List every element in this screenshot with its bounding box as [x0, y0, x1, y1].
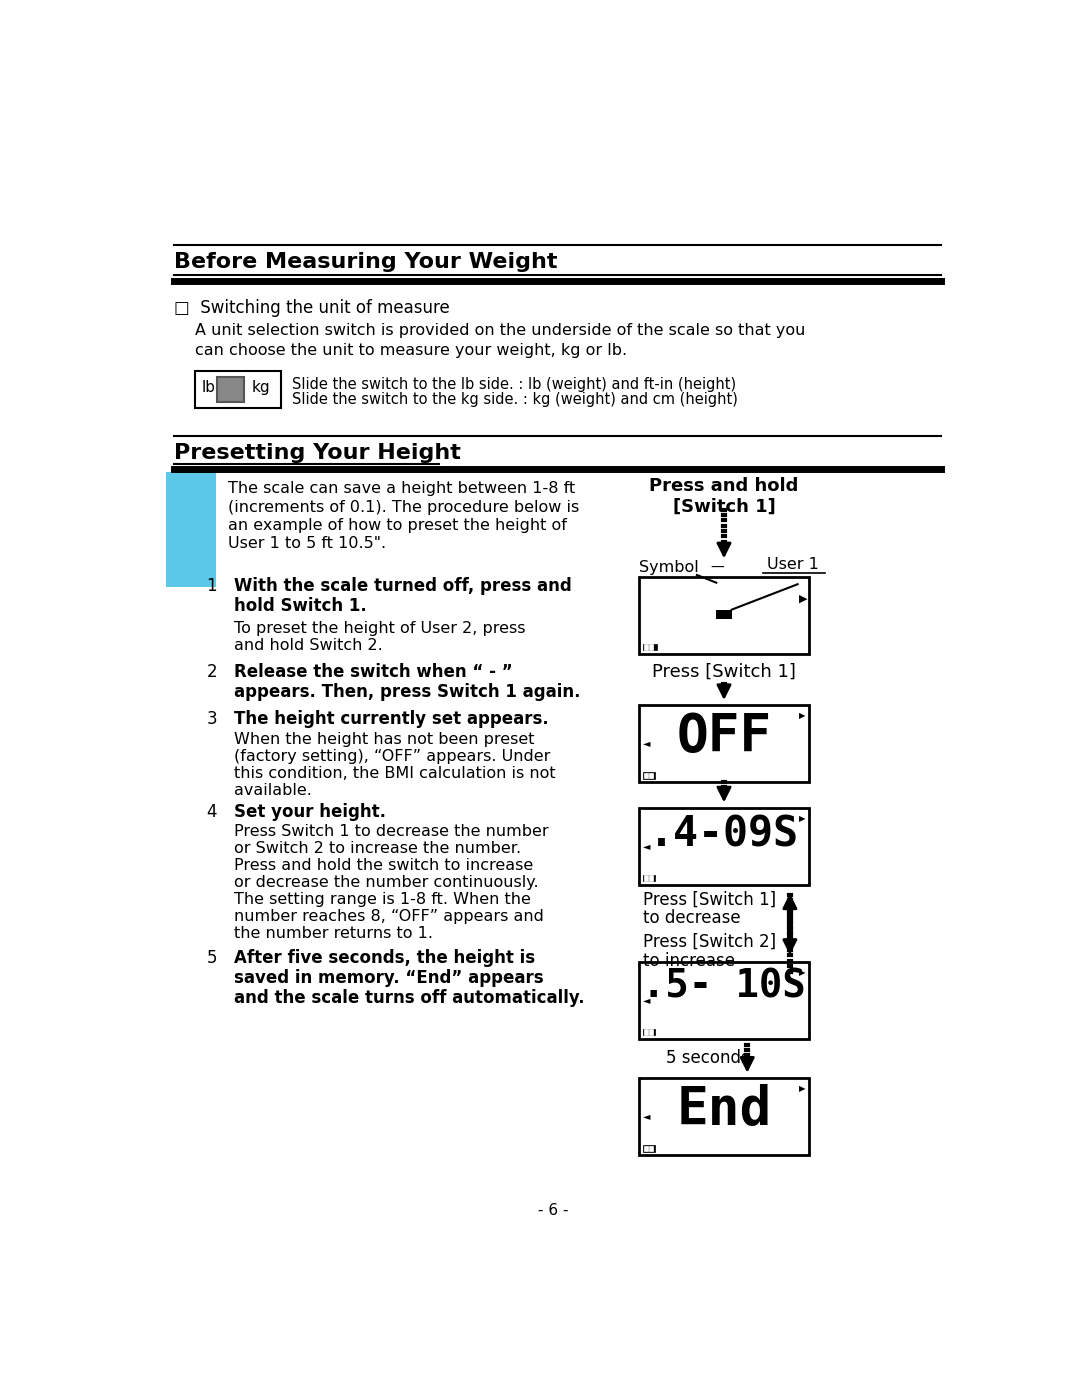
Text: ▶: ▶ [799, 594, 808, 604]
Text: The scale can save a height between 1-8 ft: The scale can save a height between 1-8 … [228, 481, 576, 496]
Text: to increase: to increase [643, 951, 734, 970]
Text: .4-09S: .4-09S [649, 813, 799, 856]
Text: ◄: ◄ [644, 995, 651, 1004]
Text: can choose the unit to measure your weight, kg or lb.: can choose the unit to measure your weig… [195, 344, 627, 358]
Text: .5- 10S: .5- 10S [643, 968, 806, 1006]
Bar [638, 961, 809, 1038]
Text: Before Measuring Your Weight: Before Measuring Your Weight [174, 253, 557, 272]
Text: 4: 4 [206, 803, 217, 821]
Text: 1: 1 [206, 577, 217, 595]
Text: Symbol: Symbol [638, 560, 699, 574]
Bar [643, 1144, 656, 1151]
Text: Release the switch when “ - ”: Release the switch when “ - ” [234, 662, 513, 680]
Text: Set your height.: Set your height. [234, 803, 387, 821]
Bar [649, 644, 652, 650]
Text: The setting range is 1-8 ft. When the: The setting range is 1-8 ft. When the [234, 893, 531, 907]
Text: To preset the height of User 2, press: To preset the height of User 2, press [234, 622, 526, 636]
Text: (increments of 0.1). The procedure below is: (increments of 0.1). The procedure below… [228, 500, 579, 514]
Text: this condition, the BMI calculation is not: this condition, the BMI calculation is n… [234, 766, 556, 781]
Text: 3: 3 [206, 711, 217, 728]
Bar [649, 1146, 652, 1151]
Bar [638, 705, 809, 782]
Text: - 6 -: - 6 - [538, 1203, 569, 1218]
Text: ▶: ▶ [799, 968, 806, 977]
Bar [217, 377, 243, 402]
Bar [643, 875, 656, 882]
Bar [643, 773, 656, 780]
Text: ◄: ◄ [644, 739, 651, 749]
Text: to decrease: to decrease [643, 909, 740, 928]
Text: ◄: ◄ [644, 841, 651, 851]
Text: A unit selection switch is provided on the underside of the scale so that you: A unit selection switch is provided on t… [195, 323, 806, 338]
Text: kg: kg [252, 380, 270, 395]
Bar [644, 876, 648, 880]
Text: OFF: OFF [676, 711, 771, 763]
Bar [644, 773, 648, 778]
Text: or decrease the number continuously.: or decrease the number continuously. [234, 876, 539, 890]
Text: When the height has not been preset: When the height has not been preset [234, 732, 535, 747]
Text: Press and hold the switch to increase: Press and hold the switch to increase [234, 858, 534, 873]
Bar [644, 1146, 648, 1151]
Text: lb: lb [202, 380, 216, 395]
Text: ▶: ▶ [799, 813, 806, 823]
Text: End: End [676, 1084, 771, 1136]
Bar [644, 1030, 648, 1035]
Bar [638, 1077, 809, 1155]
Text: Press [Switch 2]: Press [Switch 2] [643, 933, 775, 951]
Bar [643, 644, 657, 651]
Text: ▶: ▶ [799, 711, 806, 721]
Text: User 1 to 5 ft 10.5".: User 1 to 5 ft 10.5". [228, 536, 387, 552]
Text: and hold Switch 2.: and hold Switch 2. [234, 638, 383, 654]
Text: After five seconds, the height is: After five seconds, the height is [234, 949, 536, 967]
Text: available.: available. [234, 782, 312, 798]
Text: ▶: ▶ [799, 1084, 806, 1092]
Text: 5: 5 [206, 949, 217, 967]
Bar [638, 577, 809, 654]
Bar [649, 876, 652, 880]
Bar [649, 1030, 652, 1035]
Text: 5 seconds: 5 seconds [666, 1049, 750, 1066]
Text: Press [Switch 1]: Press [Switch 1] [652, 662, 796, 680]
Text: With the scale turned off, press and: With the scale turned off, press and [234, 577, 572, 595]
Text: the number returns to 1.: the number returns to 1. [234, 926, 433, 942]
Text: The height currently set appears.: The height currently set appears. [234, 711, 549, 728]
Text: saved in memory. “End” appears: saved in memory. “End” appears [234, 970, 544, 988]
Text: □  Switching the unit of measure: □ Switching the unit of measure [174, 299, 449, 317]
Text: number reaches 8, “OFF” appears and: number reaches 8, “OFF” appears and [234, 909, 544, 925]
Bar [166, 472, 216, 587]
Text: (factory setting), “OFF” appears. Under: (factory setting), “OFF” appears. Under [234, 749, 551, 764]
Text: Slide the switch to the lb side. : lb (weight) and ft-in (height): Slide the switch to the lb side. : lb (w… [293, 377, 737, 393]
Text: or Switch 2 to increase the number.: or Switch 2 to increase the number. [234, 841, 522, 856]
Bar [716, 609, 732, 619]
Text: hold Switch 1.: hold Switch 1. [234, 597, 367, 615]
Text: —: — [710, 562, 724, 576]
Text: Press and hold
[Switch 1]: Press and hold [Switch 1] [649, 478, 799, 515]
Bar [643, 1028, 656, 1035]
Bar [195, 372, 281, 408]
Text: Presetting Your Height: Presetting Your Height [174, 443, 461, 462]
Bar [638, 807, 809, 884]
Bar [649, 773, 652, 778]
Text: Press Switch 1 to decrease the number: Press Switch 1 to decrease the number [234, 824, 549, 840]
Text: Press [Switch 1]: Press [Switch 1] [643, 891, 775, 908]
Text: an example of how to preset the height of: an example of how to preset the height o… [228, 518, 567, 534]
Text: and the scale turns off automatically.: and the scale turns off automatically. [234, 989, 585, 1007]
Text: User 1: User 1 [767, 557, 819, 573]
Text: ◄: ◄ [644, 1111, 651, 1122]
Text: 2: 2 [206, 662, 217, 680]
Text: appears. Then, press Switch 1 again.: appears. Then, press Switch 1 again. [234, 683, 581, 701]
Bar [644, 644, 648, 650]
Text: Slide the switch to the kg side. : kg (weight) and cm (height): Slide the switch to the kg side. : kg (w… [293, 393, 739, 408]
